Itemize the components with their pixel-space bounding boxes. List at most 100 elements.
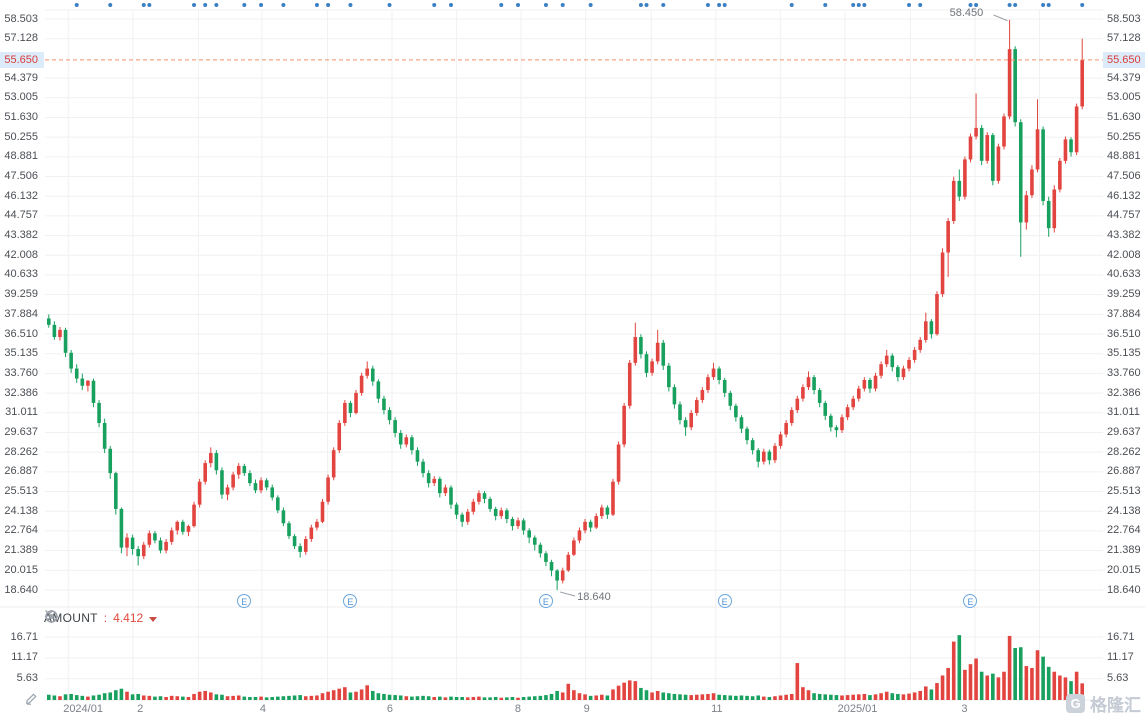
event-dot xyxy=(203,3,208,7)
price-tick-label-right: 26.887 xyxy=(1107,465,1141,478)
event-dot xyxy=(448,3,453,7)
time-tick-label: 11 xyxy=(711,703,723,715)
price-tick-label-left: 48.881 xyxy=(4,150,38,163)
price-tick-label-right: 42.008 xyxy=(1107,248,1141,261)
event-dot xyxy=(968,3,973,7)
price-tick-label-left: 58.503 xyxy=(4,12,38,25)
earnings-marker[interactable]: E xyxy=(717,594,732,608)
chevron-down-icon[interactable] xyxy=(44,609,54,616)
price-tick-label-right: 47.506 xyxy=(1107,170,1141,183)
price-tick-label-right: 18.640 xyxy=(1107,583,1141,596)
event-dot xyxy=(705,3,710,7)
event-dot xyxy=(1007,3,1012,7)
event-dot xyxy=(823,3,828,7)
candlestick-layer[interactable] xyxy=(46,19,1085,590)
event-dot xyxy=(348,3,353,7)
price-tick-label-right: 53.005 xyxy=(1107,91,1141,104)
event-dot xyxy=(1013,3,1018,7)
price-tick-label-left: 25.513 xyxy=(4,485,38,498)
high-price-annotation: 58.450 xyxy=(949,7,984,19)
price-tick-label-right: 54.379 xyxy=(1107,71,1141,84)
event-dot xyxy=(722,3,727,7)
price-tick-label-left: 42.008 xyxy=(4,248,38,261)
volume-tick-label-right: 16.71 xyxy=(1107,630,1135,643)
low-price-annotation: 18.640 xyxy=(577,591,611,603)
event-dot xyxy=(141,3,146,7)
price-tick-label-left: 39.259 xyxy=(4,288,38,301)
annotation-lines-layer xyxy=(559,14,1008,597)
price-tick-label-left: 47.506 xyxy=(4,170,38,183)
event-dot xyxy=(387,3,392,7)
indicator-name[interactable]: AMOUNT xyxy=(44,611,98,625)
event-dot xyxy=(851,3,856,7)
value-dropdown-triangle-icon[interactable] xyxy=(149,616,158,622)
price-tick-label-left: 28.262 xyxy=(4,445,38,458)
event-dot xyxy=(907,3,912,7)
price-tick-label-right: 36.510 xyxy=(1107,327,1141,340)
price-tick-label-left: 40.633 xyxy=(4,268,38,281)
time-tick-label: 2025/01 xyxy=(837,703,878,715)
price-tick-label-right: 37.884 xyxy=(1107,307,1141,320)
price-tick-label-left: 43.382 xyxy=(4,229,38,242)
event-dot xyxy=(856,3,861,7)
event-dot xyxy=(560,3,565,7)
time-tick-label: 6 xyxy=(386,703,393,715)
price-tick-label-left: 29.637 xyxy=(4,425,38,438)
volume-tick-label-left: 16.71 xyxy=(10,630,38,643)
watermark-text: 格隆汇 xyxy=(1090,696,1141,715)
event-dot xyxy=(918,3,923,7)
indicator-toolbar: AMOUNT : 4.412 xyxy=(44,609,158,627)
event-dot xyxy=(147,3,152,7)
earnings-marker[interactable]: E xyxy=(963,594,978,608)
event-dot xyxy=(214,3,219,7)
earnings-marker[interactable]: E xyxy=(237,594,252,608)
price-tick-label-left: 35.135 xyxy=(4,347,38,360)
volume-layer[interactable] xyxy=(46,635,1085,700)
drawing-tool-pencil-icon[interactable] xyxy=(24,690,40,706)
price-tick-label-right: 20.015 xyxy=(1107,563,1141,576)
price-tick-label-left: 54.379 xyxy=(4,71,38,84)
price-tick-label-left: 46.132 xyxy=(4,189,38,202)
price-tick-label-right: 58.503 xyxy=(1107,12,1141,25)
event-dot xyxy=(717,3,722,7)
event-dot xyxy=(192,3,197,7)
price-tick-label-right: 57.128 xyxy=(1107,32,1141,45)
price-tick-label-right: 22.764 xyxy=(1107,524,1141,537)
price-tick-label-right: 25.513 xyxy=(1107,485,1141,498)
earnings-marker[interactable]: E xyxy=(343,594,358,608)
event-dot xyxy=(789,3,794,7)
price-tick-label-left: 21.389 xyxy=(4,544,38,557)
price-tick-label-right: 31.011 xyxy=(1107,406,1140,419)
volume-tick-label-right: 11.17 xyxy=(1107,651,1134,664)
price-tick-label-right: 33.760 xyxy=(1107,366,1141,379)
current-price-tag-left: 55.650 xyxy=(0,51,44,68)
price-tick-label-right: 48.881 xyxy=(1107,150,1141,163)
price-tick-label-left: 20.015 xyxy=(4,563,38,576)
price-tick-label-left: 44.757 xyxy=(4,209,38,222)
event-dot xyxy=(1046,3,1051,7)
current-price-tag-right: 55.650 xyxy=(1103,51,1145,68)
price-tick-label-right: 29.637 xyxy=(1107,425,1141,438)
event-dot xyxy=(862,3,867,7)
price-tick-label-right: 28.262 xyxy=(1107,445,1141,458)
watermark: G 格隆汇 xyxy=(1066,691,1141,716)
event-dots-layer[interactable] xyxy=(74,3,1085,7)
event-dot xyxy=(974,3,979,7)
price-tick-label-right: 35.135 xyxy=(1107,347,1141,360)
price-tick-label-right: 24.138 xyxy=(1107,504,1141,517)
event-dot xyxy=(516,3,521,7)
price-tick-label-left: 37.884 xyxy=(4,307,38,320)
price-tick-label-left: 26.887 xyxy=(4,465,38,478)
volume-tick-label-left: 11.17 xyxy=(11,651,38,664)
volume-tick-label-right: 5.63 xyxy=(1107,672,1129,685)
watermark-logo: G xyxy=(1066,694,1085,713)
time-tick-label: 4 xyxy=(259,703,266,715)
time-tick-label: 2024/01 xyxy=(63,703,103,715)
price-tick-label-left: 31.011 xyxy=(5,406,38,419)
price-tick-label-left: 24.138 xyxy=(4,504,38,517)
earnings-marker[interactable]: E xyxy=(538,594,553,608)
price-tick-label-left: 53.005 xyxy=(4,91,38,104)
price-tick-label-left: 51.630 xyxy=(4,110,38,123)
